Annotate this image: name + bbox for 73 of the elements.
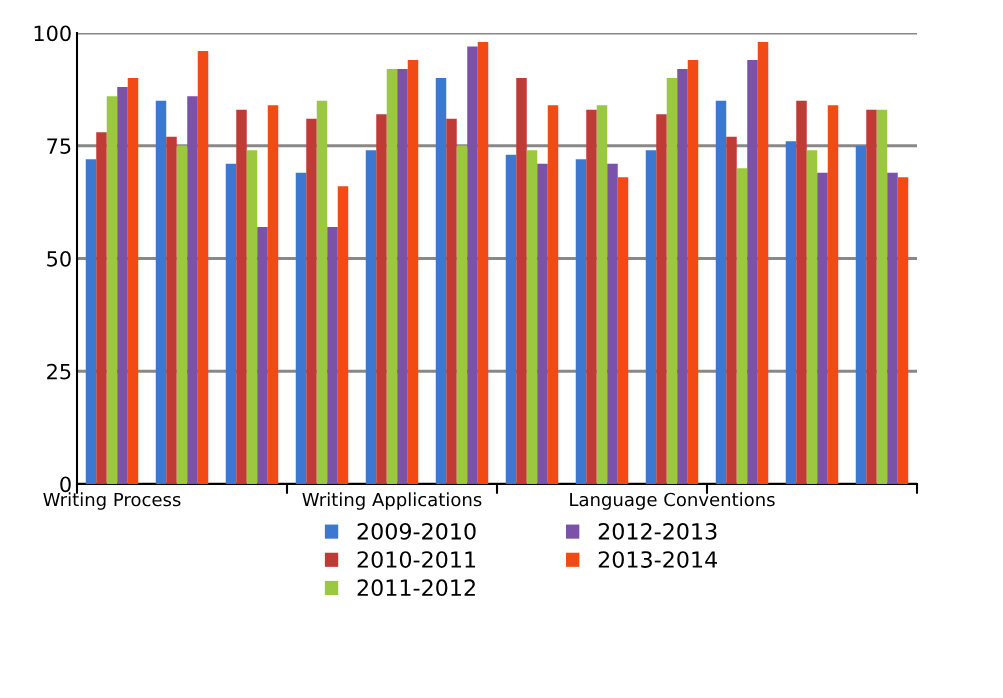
bar — [806, 150, 818, 484]
bar — [337, 186, 349, 484]
bar — [477, 42, 489, 484]
bar — [106, 96, 118, 484]
bar — [547, 105, 559, 484]
bar — [176, 145, 188, 484]
bar — [267, 105, 279, 484]
legend-label: 2011-2012 — [357, 579, 475, 597]
bar — [827, 105, 839, 484]
bar — [757, 42, 769, 484]
x-tick-label: Writing Process — [43, 492, 181, 510]
bar — [687, 60, 699, 484]
bar — [386, 69, 398, 484]
bar — [225, 163, 237, 484]
bar — [796, 100, 807, 484]
bar — [747, 60, 758, 484]
bar — [295, 172, 307, 484]
bar — [785, 141, 797, 484]
bar — [715, 100, 727, 484]
bar — [526, 150, 538, 484]
bar — [407, 60, 419, 484]
legend-label: 2010-2011 — [357, 551, 476, 568]
bar — [516, 78, 527, 484]
bar — [736, 168, 748, 484]
bar — [467, 46, 478, 484]
bar — [656, 114, 667, 484]
bar — [166, 136, 177, 484]
bar — [897, 177, 909, 484]
bar — [855, 145, 867, 484]
bar — [257, 226, 268, 484]
bar — [456, 145, 468, 484]
bar — [376, 114, 387, 484]
y-tick-label: 0 — [60, 476, 71, 493]
bar — [586, 109, 597, 484]
bar — [677, 69, 688, 484]
bar — [96, 132, 107, 484]
legend-label: 2009-2010 — [357, 522, 476, 540]
bar — [446, 118, 457, 484]
legend-label: 2013-2014 — [598, 551, 717, 568]
bar — [537, 163, 548, 484]
bar — [726, 136, 737, 484]
bar — [197, 51, 209, 484]
bar — [666, 78, 678, 484]
bar — [236, 109, 247, 484]
y-tick-label: 50 — [47, 250, 71, 267]
y-tick-label: 25 — [47, 363, 71, 380]
bar — [306, 118, 317, 484]
bar — [435, 78, 447, 484]
bar — [117, 87, 128, 484]
bar — [246, 150, 258, 484]
bar — [817, 172, 828, 484]
bar — [327, 226, 338, 484]
bar — [866, 109, 877, 484]
bar — [316, 100, 328, 484]
y-tick-label: 75 — [47, 138, 71, 154]
bar — [575, 159, 587, 484]
bar — [617, 177, 629, 484]
legend-label: 2012-2013 — [598, 522, 717, 540]
x-tick-label: Writing Applications — [302, 492, 482, 510]
bar — [887, 172, 898, 484]
bar — [596, 105, 608, 484]
x-tick-label: Language Conventions — [570, 492, 775, 510]
bar — [397, 69, 408, 484]
bar — [645, 150, 657, 484]
bar — [607, 163, 618, 484]
bar — [155, 100, 167, 484]
bar — [187, 96, 198, 484]
bar — [127, 78, 139, 484]
bar — [85, 159, 97, 484]
bar — [876, 109, 888, 484]
y-tick-label: 100 — [34, 25, 71, 42]
bar — [365, 150, 377, 484]
bar — [505, 154, 517, 484]
